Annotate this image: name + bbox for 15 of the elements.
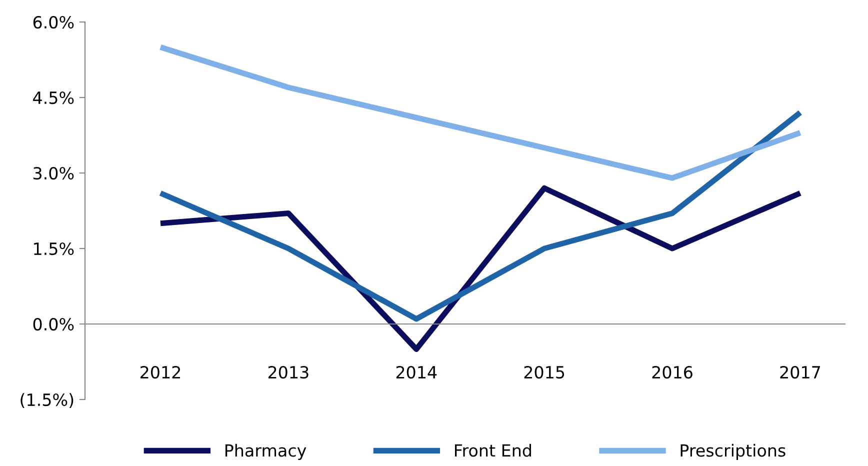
legend-label: Pharmacy xyxy=(225,444,306,460)
x-tick-label: 2014 xyxy=(396,366,437,379)
x-tick-label: 2013 xyxy=(268,366,308,379)
legend-label: Front End xyxy=(455,444,531,457)
legend-label: Prescriptions xyxy=(680,444,786,460)
y-tick-label: 3.0% xyxy=(34,166,74,180)
y-tick-label: 0.0% xyxy=(33,318,74,331)
x-tick-label: 2015 xyxy=(524,366,564,379)
x-tick-label: 2016 xyxy=(652,366,692,379)
y-tick-label: 6.0% xyxy=(33,16,74,29)
y-tick-label: 1.5% xyxy=(34,242,74,256)
y-tick-label: 4.5% xyxy=(33,91,74,104)
x-tick-label: 2012 xyxy=(140,366,180,379)
x-tick-label: 2017 xyxy=(780,366,820,379)
y-tick-label: (1.5%) xyxy=(20,393,74,408)
